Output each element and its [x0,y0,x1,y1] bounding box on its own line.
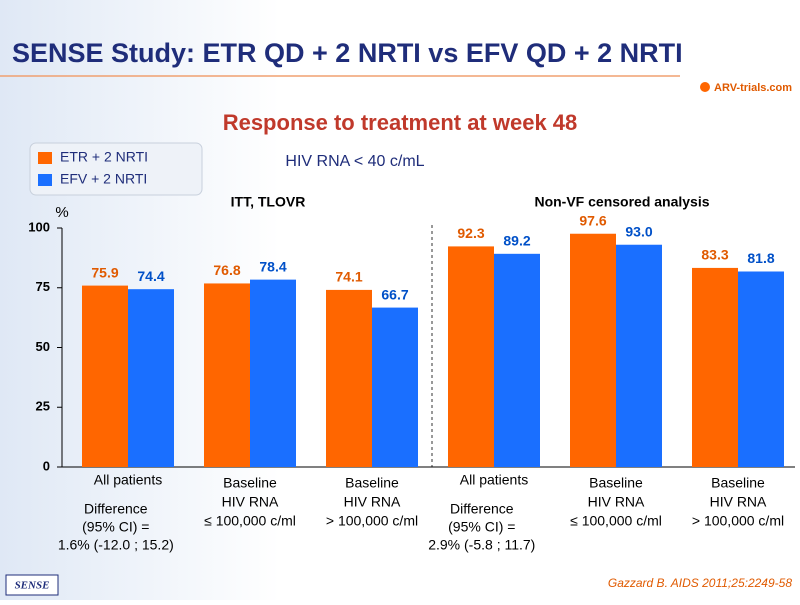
y-tick-label: 100 [28,219,50,234]
x-tick-label: HIV RNA [344,494,401,510]
value-label: 93.0 [625,223,652,239]
bar [448,246,494,467]
x-tick-label: > 100,000 c/ml [692,513,784,529]
legend-label: EFV + 2 NRTI [60,171,147,187]
bar [692,267,738,467]
annotation: 1.6% (-12.0 ; 15.2) [58,537,174,553]
x-tick-label: Baseline [223,475,277,491]
badge: SENSE [15,580,50,592]
x-tick-label: HIV RNA [222,494,279,510]
legend-swatch [38,174,52,186]
x-tick-label: ≤ 100,000 c/ml [204,513,296,529]
annotation: Difference [450,501,514,517]
value-label: 81.8 [747,250,774,266]
chart-title: Response to treatment at week 48 [223,110,578,135]
y-tick-label: 50 [36,339,50,354]
annotation: 2.9% (-5.8 ; 11.7) [428,537,535,553]
y-tick-label: 75 [36,279,50,294]
value-label: 89.2 [503,233,530,249]
bar [494,253,540,467]
annotation: Difference [84,501,148,517]
value-label: 66.7 [381,286,408,302]
legend-label: ETR + 2 NRTI [60,149,148,165]
slide-title: SENSE Study: ETR QD + 2 NRTI vs EFV QD +… [12,38,683,68]
chart-subtitle: HIV RNA < 40 c/mL [285,153,424,170]
x-tick-label: All patients [94,472,162,488]
x-tick-label: Baseline [345,475,399,491]
y-tick-label: 0 [43,458,50,473]
citation: Gazzard B. AIDS 2011;25:2249-58 [608,576,792,590]
bar [204,283,250,467]
bar [326,289,372,467]
x-tick-label: ≤ 100,000 c/ml [570,513,662,529]
value-label: 78.4 [259,258,286,274]
y-axis-label: % [55,204,68,221]
x-tick-label: All patients [460,472,528,488]
bar [570,233,616,467]
bar [82,285,128,467]
x-tick-label: > 100,000 c/ml [326,513,418,529]
logo-icon [700,82,710,92]
x-tick-label: HIV RNA [588,494,645,510]
value-label: 74.4 [137,268,164,284]
group-label: ITT, TLOVR [231,194,306,210]
y-tick-label: 25 [36,399,50,414]
legend-box [29,142,203,196]
logo: ARV-trials.com [714,82,792,94]
x-tick-label: HIV RNA [710,494,767,510]
x-tick-label: Baseline [589,475,643,491]
value-label: 74.1 [335,269,362,285]
annotation: (95% CI) = [82,519,149,535]
group-label: Non-VF censored analysis [534,194,709,210]
value-label: 92.3 [457,225,484,241]
x-tick-label: Baseline [711,475,765,491]
value-label: 76.8 [213,262,240,278]
value-label: 83.3 [701,247,728,263]
annotation: (95% CI) = [448,519,515,535]
legend-swatch [38,152,52,164]
value-label: 75.9 [91,264,118,280]
bar [616,244,662,467]
bar [128,289,174,467]
badge-box [5,574,59,596]
bar [250,279,296,467]
bar [372,307,418,467]
value-label: 97.6 [579,212,606,228]
bar [738,271,784,467]
